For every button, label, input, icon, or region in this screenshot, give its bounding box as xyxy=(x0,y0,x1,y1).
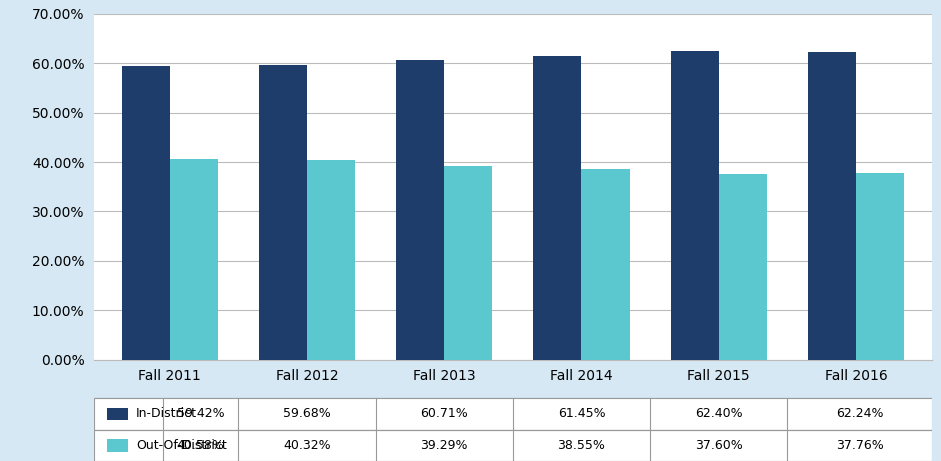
Text: 61.45%: 61.45% xyxy=(558,408,605,420)
Bar xyxy=(106,439,128,452)
Text: 37.60%: 37.60% xyxy=(694,439,742,452)
Bar xyxy=(169,159,217,360)
Text: 40.32%: 40.32% xyxy=(283,439,330,452)
Text: 62.40%: 62.40% xyxy=(695,408,742,420)
Text: 59.68%: 59.68% xyxy=(283,408,331,420)
Text: 38.55%: 38.55% xyxy=(558,439,605,452)
Bar xyxy=(582,169,630,360)
Text: 37.76%: 37.76% xyxy=(836,439,884,452)
Bar xyxy=(719,174,767,360)
Bar xyxy=(396,60,444,360)
Bar xyxy=(808,52,856,360)
Bar xyxy=(259,65,307,360)
Bar xyxy=(121,66,169,360)
Text: 62.24%: 62.24% xyxy=(836,408,884,420)
Bar xyxy=(94,430,932,461)
Bar xyxy=(94,398,932,430)
Text: 40.58%: 40.58% xyxy=(177,439,225,452)
Bar xyxy=(856,173,904,360)
Text: 60.71%: 60.71% xyxy=(421,408,468,420)
Text: In-District: In-District xyxy=(136,408,197,420)
Text: 39.29%: 39.29% xyxy=(421,439,468,452)
Bar xyxy=(444,165,492,360)
Text: 59.42%: 59.42% xyxy=(177,408,224,420)
Bar xyxy=(534,56,582,360)
Bar xyxy=(671,51,719,360)
Bar xyxy=(307,160,355,360)
Bar xyxy=(106,408,128,420)
Text: Out-Of-District: Out-Of-District xyxy=(136,439,227,452)
Bar xyxy=(94,398,932,461)
